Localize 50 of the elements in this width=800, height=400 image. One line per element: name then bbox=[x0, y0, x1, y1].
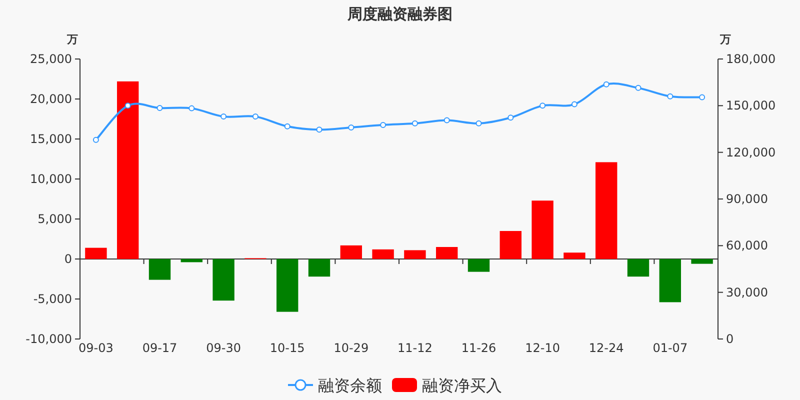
y-tick-label: -10,000 bbox=[26, 332, 72, 346]
y-axis-title: 万 bbox=[66, 33, 78, 46]
point bbox=[316, 126, 322, 133]
y2-tick-label: 0 bbox=[726, 332, 734, 346]
legend-label: 融资余额 bbox=[318, 376, 382, 395]
point bbox=[667, 93, 674, 100]
point bbox=[699, 94, 706, 100]
point bbox=[220, 114, 227, 120]
legend-label: 融资净买入 bbox=[422, 376, 502, 395]
point bbox=[92, 136, 99, 143]
point bbox=[603, 81, 610, 88]
x-tick-label: 12-10 bbox=[525, 341, 560, 355]
point bbox=[380, 122, 386, 128]
y-tick-label: 10,000 bbox=[30, 172, 72, 186]
point bbox=[635, 84, 642, 91]
point bbox=[156, 105, 163, 111]
y2-tick-label: 30,000 bbox=[726, 285, 768, 300]
y-tick-label: 25,000 bbox=[30, 52, 72, 66]
y-tick-label: 5,000 bbox=[38, 212, 72, 226]
x-tick-label: 09-03 bbox=[78, 341, 114, 355]
y2-tick-label: 150,000 bbox=[726, 98, 776, 113]
x-tick-label: 01-07 bbox=[652, 341, 688, 355]
y-tick-label: -5,000 bbox=[33, 292, 72, 306]
point bbox=[508, 114, 514, 121]
x-tick-label: 09-30 bbox=[206, 341, 241, 355]
point bbox=[188, 105, 195, 112]
point bbox=[540, 102, 546, 109]
point bbox=[476, 120, 482, 126]
x-tick-label: 10-15 bbox=[270, 341, 305, 355]
y2-tick-label: 60,000 bbox=[726, 238, 768, 253]
y2-tick-label: 120,000 bbox=[726, 145, 776, 160]
x-tick-label: 10-29 bbox=[334, 341, 369, 355]
x-tick-label: 09-17 bbox=[142, 341, 178, 355]
y2-tick-label: 90,000 bbox=[726, 192, 768, 206]
point bbox=[284, 123, 290, 130]
y2-axis-title: 万 bbox=[719, 33, 731, 46]
point bbox=[412, 120, 418, 126]
point bbox=[348, 124, 354, 130]
chart-title: 周度融资融券图 bbox=[346, 5, 452, 23]
point bbox=[444, 117, 450, 124]
y-tick-label: 15,000 bbox=[30, 132, 72, 146]
x-tick-label: 11-12 bbox=[398, 341, 432, 355]
y2-tick-label: 180,000 bbox=[726, 52, 776, 66]
y-tick-label: 20,000 bbox=[30, 92, 72, 106]
x-tick-label: 12-24 bbox=[588, 341, 624, 355]
point bbox=[571, 101, 578, 108]
point bbox=[124, 102, 131, 109]
point bbox=[252, 114, 258, 120]
y-tick-label: 0 bbox=[64, 252, 72, 266]
x-tick-label: 11-26 bbox=[461, 341, 496, 355]
